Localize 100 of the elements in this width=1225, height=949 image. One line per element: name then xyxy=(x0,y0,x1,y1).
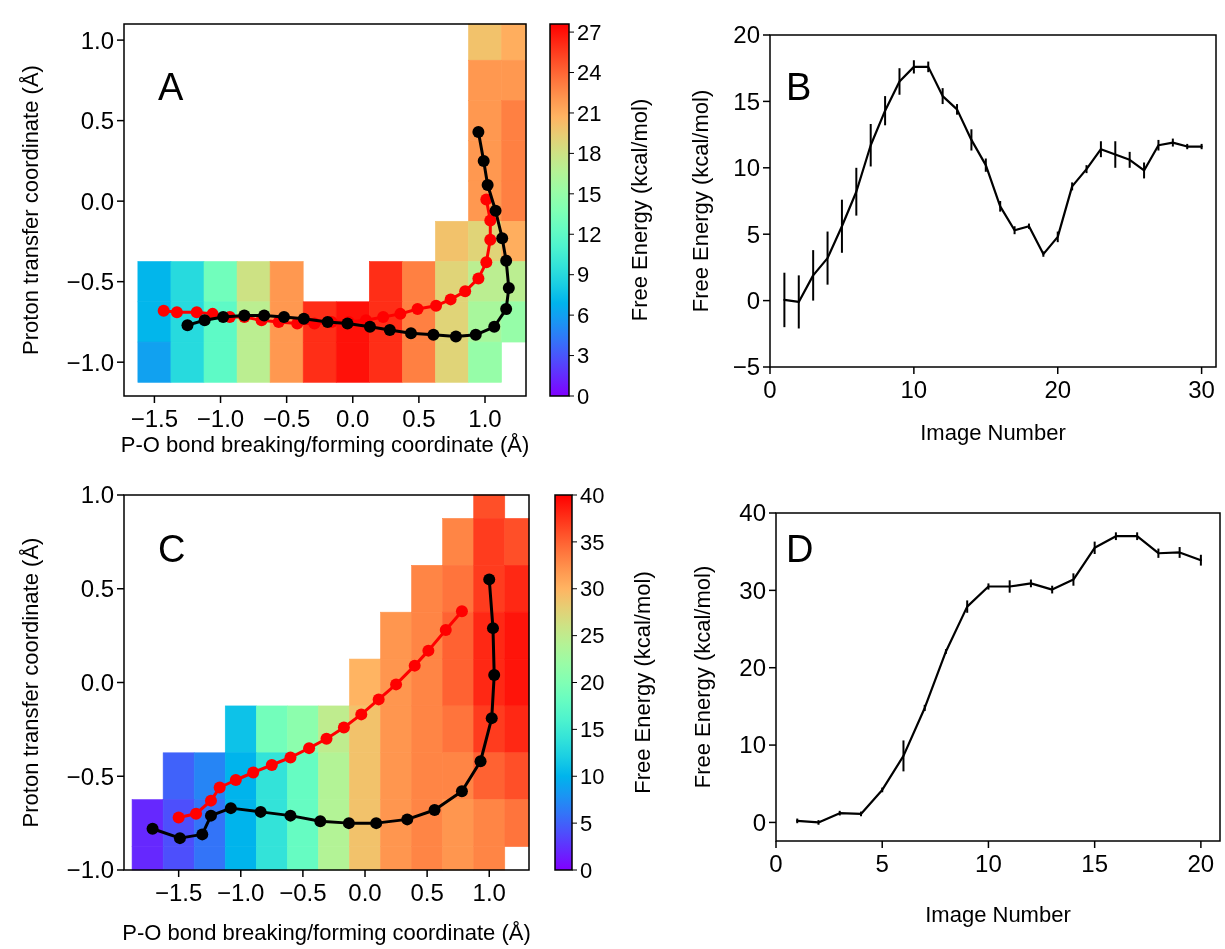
color-bar-label: 5 xyxy=(580,810,593,836)
x-tick-label: −1.0 xyxy=(196,405,245,432)
y-axis-title: Free Energy (kcal/mol) xyxy=(689,565,715,789)
annotation: D xyxy=(786,528,814,570)
y-tick-label: 5 xyxy=(746,220,760,248)
point xyxy=(422,644,435,657)
x-tick-label: 10 xyxy=(900,376,928,403)
x-axis-title: Image Number xyxy=(925,902,1071,927)
point xyxy=(496,232,509,245)
point xyxy=(481,179,494,192)
point xyxy=(303,742,316,755)
y-tick-label: 40 xyxy=(739,499,766,527)
y-tick-label: 0 xyxy=(746,287,760,314)
point xyxy=(198,314,211,327)
point xyxy=(224,802,237,815)
x-tick-label: 1.0 xyxy=(468,405,502,432)
point xyxy=(284,751,297,764)
point xyxy=(411,303,424,316)
x-tick-label: 1.0 xyxy=(472,879,506,906)
point xyxy=(480,256,493,269)
point xyxy=(394,307,407,320)
color-bar-label: 12 xyxy=(577,221,602,247)
color-bar-label: 15 xyxy=(580,717,605,743)
point xyxy=(363,320,376,333)
point xyxy=(383,323,396,336)
point xyxy=(488,320,501,333)
x-tick-label: 0.5 xyxy=(402,405,436,432)
color-bar-label: 25 xyxy=(580,623,605,649)
point xyxy=(428,804,441,816)
point xyxy=(254,805,267,818)
y-tick-label: −0.5 xyxy=(66,762,114,790)
y-tick-label: 10 xyxy=(739,731,766,759)
annotation: C xyxy=(158,528,186,570)
color-bar-label: 10 xyxy=(580,763,605,789)
x-axis-title: P-O bond breaking/forming coordinate (Å) xyxy=(120,432,530,457)
point xyxy=(190,306,203,319)
point xyxy=(401,813,414,826)
x-tick-label: 15 xyxy=(1081,850,1109,877)
point xyxy=(196,828,209,841)
point xyxy=(489,204,502,217)
point xyxy=(247,766,260,779)
y-axis-title: Proton transfer coordinate (Å) xyxy=(17,65,43,355)
point xyxy=(204,794,217,807)
y-tick-label: −1.0 xyxy=(66,348,114,376)
point xyxy=(500,254,513,267)
point xyxy=(488,669,501,681)
point xyxy=(372,693,385,706)
x-tick-label: −1.5 xyxy=(130,405,179,432)
point xyxy=(469,328,482,341)
point xyxy=(355,708,368,721)
y-tick-label: −5 xyxy=(732,353,760,381)
point xyxy=(297,312,310,325)
color-bar-label: 24 xyxy=(577,60,602,86)
y-tick-label: 0.5 xyxy=(80,107,114,135)
color-bar-label: 9 xyxy=(577,262,590,288)
color-bar-label: 20 xyxy=(580,670,605,696)
y-axis-title: Proton transfer coordinate (Å) xyxy=(17,537,43,828)
color-bar-label: 3 xyxy=(577,343,590,369)
y-tick-label: 1.0 xyxy=(80,26,114,54)
color-bar-label: 21 xyxy=(577,100,602,126)
point xyxy=(213,781,226,794)
y-tick-label: 0 xyxy=(752,808,766,836)
y-tick-label: 20 xyxy=(739,654,766,682)
color-bar-label: 30 xyxy=(580,576,605,602)
x-axis-title: Image Number xyxy=(920,420,1066,445)
y-tick-label: 20 xyxy=(733,21,760,49)
x-tick-label: 0.0 xyxy=(348,879,382,906)
color-bar-title: Free Energy (kcal/mol) xyxy=(629,571,655,794)
point xyxy=(484,214,497,227)
x-tick-label: 5 xyxy=(875,850,889,877)
point xyxy=(314,815,327,828)
y-tick-label: 30 xyxy=(739,576,766,604)
annotation: B xyxy=(786,66,812,108)
point xyxy=(474,755,487,768)
point xyxy=(157,304,170,317)
x-tick-label: −0.5 xyxy=(279,879,327,906)
point xyxy=(320,732,333,745)
y-tick-label: 15 xyxy=(733,87,760,115)
x-tick-label: 20 xyxy=(1044,376,1072,403)
x-tick-label: 20 xyxy=(1187,850,1215,877)
point xyxy=(500,303,513,316)
color-bar-label: 15 xyxy=(577,181,602,207)
point xyxy=(258,309,271,322)
point xyxy=(455,785,468,798)
x-tick-label: 0.0 xyxy=(336,405,370,432)
point xyxy=(404,327,417,340)
point xyxy=(455,605,468,618)
x-tick-label: −0.5 xyxy=(262,405,311,432)
point xyxy=(408,659,421,672)
point xyxy=(483,573,496,586)
color-bar-label: 35 xyxy=(580,529,605,555)
point xyxy=(190,807,203,820)
point xyxy=(486,622,499,635)
x-tick-label: 0.5 xyxy=(410,879,444,906)
point xyxy=(173,832,186,845)
x-tick-label: −1.5 xyxy=(154,879,203,906)
point xyxy=(204,809,217,822)
y-tick-label: −0.5 xyxy=(66,268,114,296)
color-bar-label: 40 xyxy=(580,482,605,508)
point xyxy=(321,315,334,328)
